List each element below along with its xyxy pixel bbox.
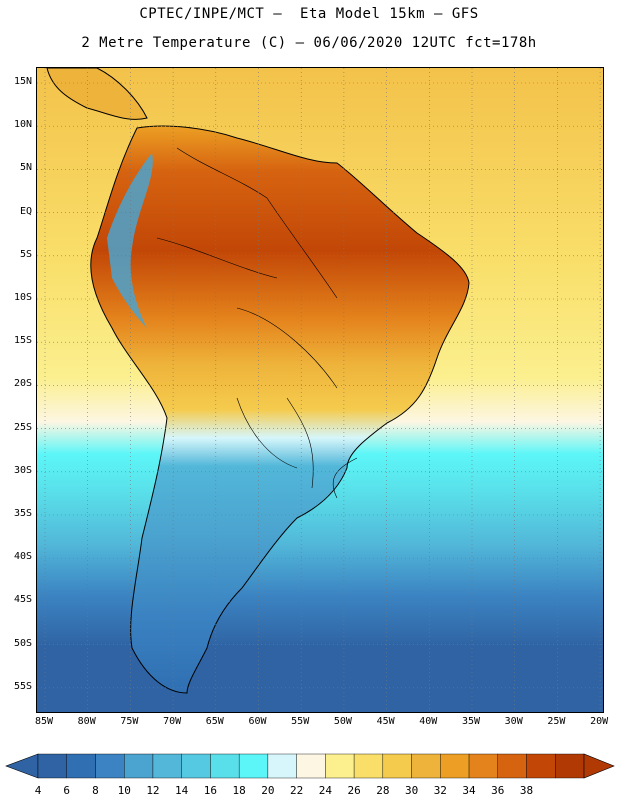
colorbar-label: 16 (203, 784, 218, 797)
andes-cold-strip (107, 153, 153, 328)
colorbar-min-arrow (5, 753, 39, 779)
colorbar-label: 30 (404, 784, 419, 797)
colorbar-label: 10 (117, 784, 131, 797)
lat-label-5n: 5N (19, 162, 32, 174)
colorbar-segment (296, 753, 326, 779)
lon-label-45w: 45W (376, 716, 395, 727)
colorbar-segment (210, 753, 240, 779)
map-title-line-1: CPTEC/INPE/MCT – Eta Model 15km – GFS (139, 6, 479, 22)
colorbar-label: 32 (433, 784, 447, 797)
colorbar-segment (37, 753, 67, 779)
lon-label-20w: 20W (590, 716, 609, 727)
colorbar-segment (353, 753, 384, 779)
colorbar-label: 24 (318, 784, 332, 797)
lon-label-60w: 60W (248, 716, 267, 727)
lon-label-70w: 70W (163, 716, 182, 727)
colorbar-label: 38 (519, 784, 534, 797)
lat-label-5s: 5S (19, 248, 32, 260)
lon-label-50w: 50W (333, 716, 352, 727)
colorbar-label: 4 (34, 784, 42, 797)
colorbar-segment (325, 753, 355, 779)
colorbar-label: 6 (63, 784, 71, 797)
colorbar-label: 28 (376, 784, 390, 797)
lon-label-80w: 80W (77, 716, 96, 727)
lat-label-45s: 45S (13, 594, 32, 606)
colorbar-segment (152, 753, 182, 779)
colorbar-label: 34 (462, 784, 476, 797)
colorbar-segment (124, 753, 154, 779)
map-title-line-2: 2 Metre Temperature (C) – 06/06/2020 12U… (81, 35, 537, 51)
temperature-map-svg (37, 68, 603, 712)
colorbar-label: 22 (290, 784, 304, 797)
colorbar-label: 20 (261, 784, 275, 797)
lon-label-40w: 40W (419, 716, 438, 727)
colorbar-segment (382, 753, 412, 779)
lon-label-25w: 25W (547, 716, 566, 727)
lat-label-25s: 25S (13, 421, 32, 433)
lat-label-20s: 20S (13, 378, 32, 390)
lon-label-85w: 85W (34, 716, 54, 727)
lat-label-10n: 10N (13, 119, 32, 131)
lon-label-75w: 75W (120, 716, 139, 727)
colorbar-segment (181, 753, 211, 779)
colorbar-segment (555, 753, 585, 779)
colorbar-segment (238, 753, 269, 779)
lon-label-55w: 55W (291, 716, 310, 727)
lon-label-35w: 35W (461, 716, 481, 727)
lat-label-50s: 50S (13, 637, 32, 649)
colorbar-segment (95, 753, 125, 779)
colorbar-label: 12 (146, 784, 160, 797)
colorbar-label: 18 (232, 784, 246, 797)
colorbar-segment (411, 753, 441, 779)
lat-label-10s: 10S (13, 292, 32, 303)
lon-label-65w: 65W (205, 716, 224, 727)
temperature-map[interactable] (36, 67, 604, 713)
lat-label-40s: 40S (13, 551, 32, 563)
colorbar-segment (497, 753, 527, 779)
lat-label-30s: 30S (13, 464, 32, 476)
colorbar-label: 14 (175, 784, 189, 797)
country-borders (156, 147, 358, 499)
colorbar-label: 8 (92, 784, 99, 797)
colorbar-segment (468, 753, 498, 779)
lat-label-15s: 15S (13, 335, 32, 347)
colorbar-segment (526, 753, 556, 779)
colorbar-max-arrow (583, 753, 615, 779)
south-america-landmass (90, 125, 470, 694)
colorbar-segment (440, 753, 470, 779)
temperature-colorbar (5, 753, 615, 779)
colorbar-segment (66, 753, 96, 779)
lat-label-35s: 35S (13, 508, 32, 519)
colorbar-label: 36 (491, 784, 505, 797)
lat-label-eq: EQ (19, 205, 32, 217)
lon-label-30w: 30W (504, 716, 523, 727)
lat-label-15n: 15N (13, 76, 32, 87)
colorbar-segment (267, 753, 297, 779)
lat-label-55s: 55S (13, 680, 32, 692)
graticule (37, 68, 603, 712)
central-america (46, 68, 148, 120)
colorbar-label: 26 (347, 784, 361, 797)
